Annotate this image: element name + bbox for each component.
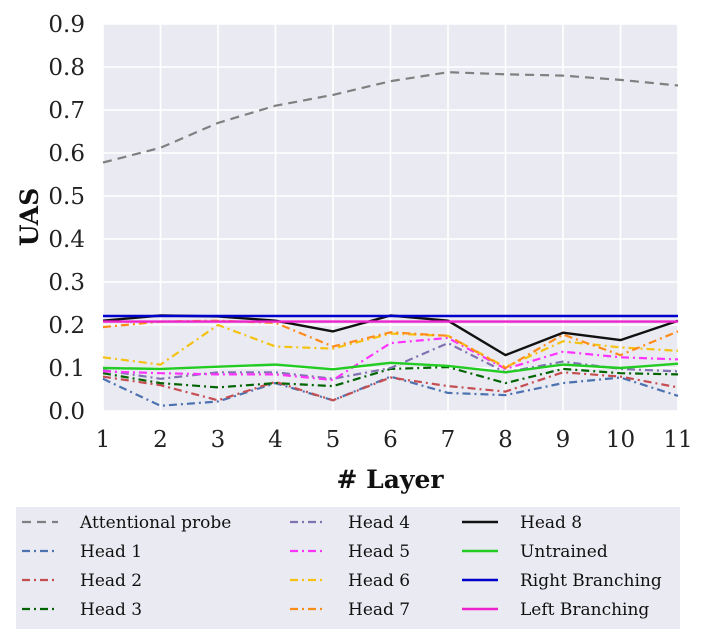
x-tick-label: 9 bbox=[556, 427, 571, 453]
legend-label-right-branching: Right Branching bbox=[520, 571, 662, 591]
legend-label-attentional-probe: Attentional probe bbox=[79, 513, 231, 533]
x-tick-label: 7 bbox=[441, 427, 456, 453]
legend-label-head-8: Head 8 bbox=[520, 513, 582, 533]
y-tick-label: 0.8 bbox=[48, 55, 85, 81]
x-tick-label: 3 bbox=[211, 427, 226, 453]
series-line-head-2 bbox=[102, 371, 679, 402]
legend-label-left-branching: Left Branching bbox=[520, 600, 649, 620]
y-tick-label: 0.2 bbox=[48, 313, 85, 339]
y-tick-label: 0.7 bbox=[48, 98, 85, 124]
x-tick-label: 4 bbox=[268, 427, 283, 453]
x-tick-label: 10 bbox=[606, 427, 635, 453]
x-tick-label: 11 bbox=[663, 427, 692, 453]
legend-box bbox=[16, 507, 680, 629]
legend-label-head-2: Head 2 bbox=[80, 571, 142, 591]
legend-label-head-1: Head 1 bbox=[80, 542, 142, 562]
legend-label-head-4: Head 4 bbox=[348, 513, 410, 533]
y-tick-label: 0.6 bbox=[48, 141, 85, 167]
y-tick-label: 0.1 bbox=[48, 356, 85, 382]
x-tick-label: 6 bbox=[383, 427, 398, 453]
x-tick-label: 1 bbox=[96, 427, 111, 453]
x-tick-label: 5 bbox=[326, 427, 341, 453]
legend-label-head-7: Head 7 bbox=[348, 600, 410, 620]
y-tick-label: 0.9 bbox=[48, 12, 85, 38]
tick-labels: 1 2 3 4 5 6 7 8 9 10 11 0.0 0.1 0.2 0.3 0.4 0.5 0.6 0.7 0.8… bbox=[48, 12, 692, 453]
y-tick-label: 0.5 bbox=[48, 184, 85, 210]
x-tick-label: 2 bbox=[153, 427, 168, 453]
y-tick-label: 0.0 bbox=[48, 399, 85, 425]
legend-label-untrained: Untrained bbox=[520, 542, 608, 562]
legend: Attentional probe Head 1 Head 2 Head 3 Head … bbox=[22, 513, 662, 620]
y-tick-label: 0.4 bbox=[48, 227, 85, 253]
series-line-untrained bbox=[102, 361, 679, 374]
series-line-head-6 bbox=[102, 323, 679, 369]
y-tick-label: 0.3 bbox=[48, 270, 85, 296]
x-tick-label: 8 bbox=[498, 427, 513, 453]
series-line-head-5 bbox=[102, 336, 679, 382]
legend-label-head-6: Head 6 bbox=[348, 571, 410, 591]
x-axis-label: # Layer bbox=[336, 465, 444, 494]
series-line-head-1 bbox=[102, 375, 679, 407]
series-layer bbox=[102, 71, 679, 407]
legend-label-head-5: Head 5 bbox=[348, 542, 410, 562]
grid-lines bbox=[102, 23, 679, 412]
y-axis-label: UAS bbox=[15, 188, 44, 246]
legend-label-head-3: Head 3 bbox=[80, 600, 142, 620]
